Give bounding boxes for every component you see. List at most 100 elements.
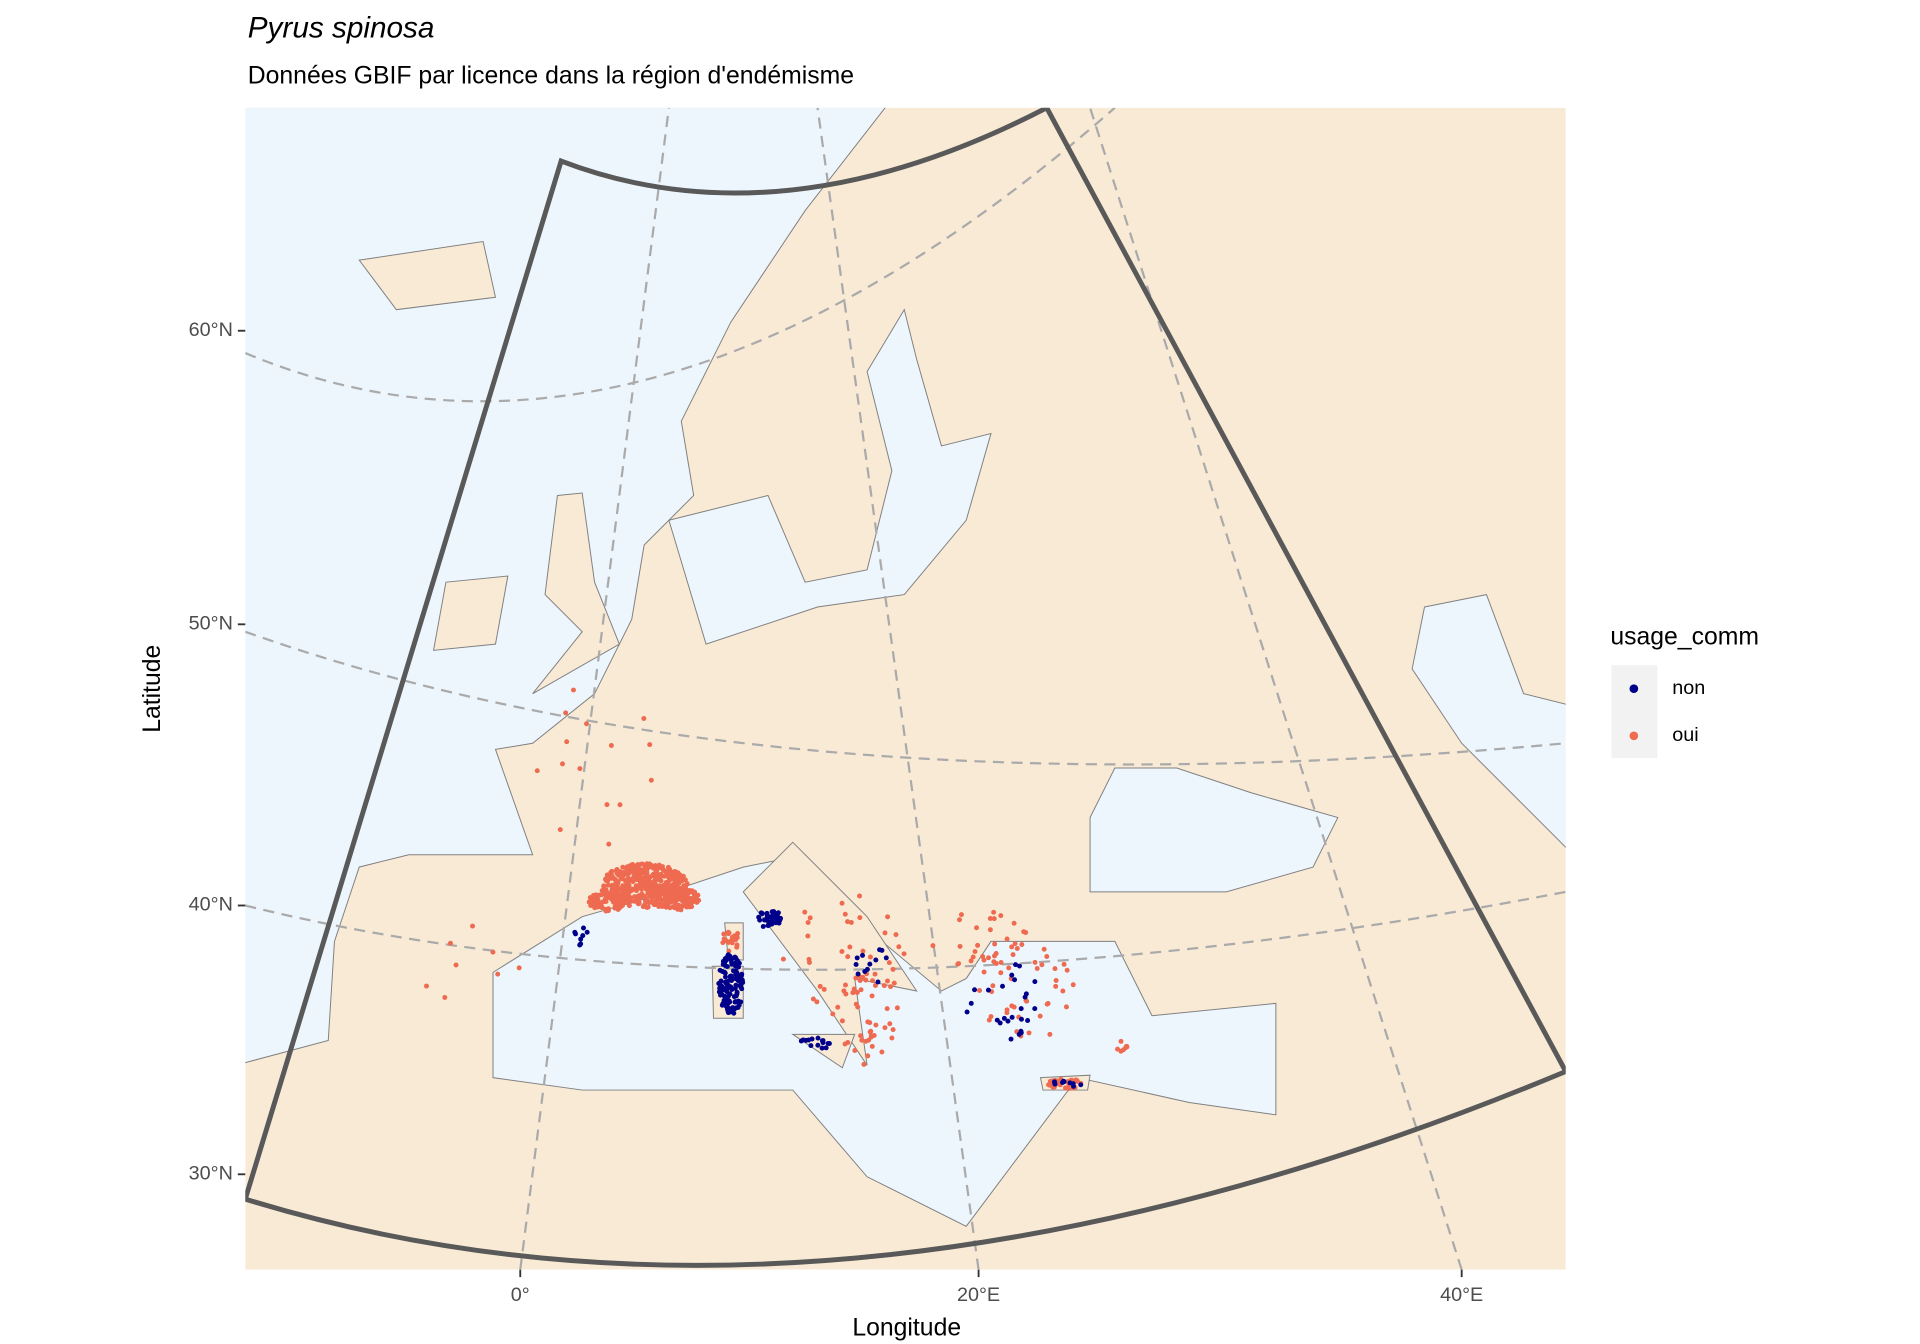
occurrence-point bbox=[986, 955, 991, 961]
occurrence-point bbox=[842, 911, 848, 917]
occurrence-point bbox=[602, 896, 608, 902]
occurrence-point bbox=[823, 1045, 829, 1051]
occurrence-point bbox=[1061, 1079, 1067, 1085]
occurrence-point bbox=[534, 768, 540, 774]
occurrence-point bbox=[1044, 954, 1050, 959]
occurrence-point bbox=[896, 944, 902, 950]
occurrence-point bbox=[638, 867, 644, 873]
occurrence-point bbox=[605, 890, 611, 896]
occurrence-point bbox=[805, 920, 811, 926]
occurrence-point bbox=[652, 902, 658, 908]
occurrence-point bbox=[645, 887, 651, 893]
occurrence-point bbox=[860, 952, 865, 958]
occurrence-point bbox=[557, 827, 563, 833]
occurrence-point bbox=[885, 914, 891, 920]
occurrence-point bbox=[641, 716, 647, 721]
occurrence-point bbox=[694, 899, 700, 905]
occurrence-point bbox=[972, 949, 978, 955]
occurrence-point bbox=[618, 875, 624, 881]
occurrence-point bbox=[839, 949, 845, 955]
occurrence-point bbox=[442, 994, 448, 1000]
occurrence-point bbox=[624, 864, 630, 870]
occurrence-point bbox=[806, 956, 812, 962]
x-axis-label: Longitude bbox=[852, 1315, 961, 1342]
y-tick-label: 30°N bbox=[189, 1163, 233, 1185]
occurrence-point bbox=[577, 766, 583, 772]
occurrence-point bbox=[470, 923, 476, 929]
occurrence-point bbox=[620, 883, 626, 889]
occurrence-point bbox=[592, 896, 598, 902]
occurrence-point bbox=[623, 878, 629, 884]
occurrence-point bbox=[815, 1042, 821, 1048]
occurrence-point bbox=[968, 958, 974, 964]
endemism-region bbox=[245, 107, 1566, 1268]
occurrence-point bbox=[580, 933, 586, 939]
occurrence-point bbox=[1052, 1080, 1058, 1086]
occurrence-point bbox=[630, 876, 635, 882]
occurrence-point bbox=[853, 1001, 859, 1007]
great-britain bbox=[532, 492, 620, 695]
occurrence-point bbox=[656, 877, 662, 883]
occurrence-point bbox=[660, 867, 666, 873]
occurrence-point bbox=[731, 994, 737, 1000]
occurrence-point bbox=[890, 966, 896, 972]
occurrence-point bbox=[1018, 1030, 1024, 1036]
occurrence-point bbox=[1032, 1006, 1038, 1012]
occurrence-point bbox=[1005, 1018, 1011, 1024]
occurrence-point bbox=[1064, 967, 1070, 973]
occurrence-point bbox=[726, 998, 732, 1004]
y-tick-label: 60°N bbox=[189, 319, 233, 341]
occurrence-point bbox=[613, 895, 619, 901]
occurrence-point bbox=[626, 903, 632, 909]
occurrence-point bbox=[1006, 965, 1012, 971]
occurrence-point bbox=[772, 919, 778, 925]
occurrence-point bbox=[560, 761, 565, 767]
legend-label: non bbox=[1672, 677, 1705, 699]
occurrence-point bbox=[991, 909, 997, 915]
occurrence-point bbox=[1078, 1082, 1084, 1088]
occurrence-point bbox=[956, 917, 962, 923]
map-panel bbox=[245, 107, 1566, 1270]
occurrence-point bbox=[1013, 962, 1019, 968]
occurrence-point bbox=[998, 970, 1004, 976]
occurrence-point bbox=[654, 864, 660, 869]
occurrence-point bbox=[869, 1043, 875, 1049]
occurrence-point bbox=[1037, 1013, 1043, 1019]
occurrence-point bbox=[635, 897, 641, 902]
legend-key-box bbox=[1611, 665, 1658, 759]
occurrence-point bbox=[1022, 994, 1028, 1000]
occurrence-point bbox=[669, 892, 675, 898]
occurrence-point bbox=[658, 871, 664, 877]
occurrence-point bbox=[495, 971, 501, 977]
occurrence-point bbox=[893, 932, 899, 938]
occurrence-point bbox=[732, 999, 738, 1005]
occurrence-point bbox=[684, 904, 690, 910]
occurrence-point bbox=[1018, 1006, 1024, 1012]
occurrence-point bbox=[687, 898, 693, 904]
occurrence-point bbox=[1070, 982, 1076, 988]
occurrence-point bbox=[675, 906, 681, 912]
occurrence-point bbox=[634, 877, 640, 883]
occurrence-point bbox=[731, 1006, 737, 1012]
occurrence-point bbox=[1039, 962, 1045, 968]
occurrence-point bbox=[647, 742, 653, 748]
occurrence-point bbox=[593, 892, 599, 898]
occurrence-point bbox=[665, 884, 671, 890]
occurrence-point bbox=[830, 1011, 836, 1017]
occurrence-point bbox=[861, 1061, 867, 1067]
occurrence-point bbox=[675, 877, 681, 883]
occurrence-point bbox=[692, 891, 698, 897]
graticule bbox=[245, 107, 1566, 1270]
occurrence-point bbox=[819, 1045, 825, 1051]
occurrence-point bbox=[564, 739, 570, 745]
occurrence-point bbox=[1071, 1083, 1076, 1089]
occurrence-point bbox=[611, 899, 617, 905]
occurrence-point bbox=[968, 1000, 974, 1006]
occurrence-point bbox=[615, 879, 621, 885]
occurrence-point bbox=[957, 943, 963, 949]
occurrence-point bbox=[1060, 988, 1066, 994]
y-axis-label: Latitude bbox=[139, 645, 166, 733]
occurrence-point bbox=[884, 978, 890, 984]
occurrence-point bbox=[889, 1035, 895, 1041]
occurrence-point bbox=[958, 912, 964, 918]
